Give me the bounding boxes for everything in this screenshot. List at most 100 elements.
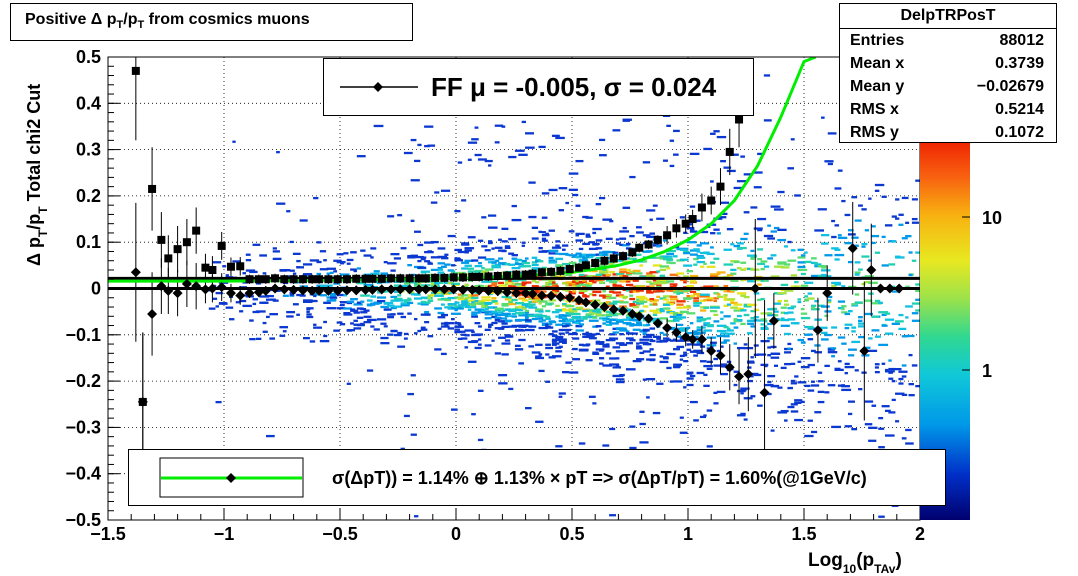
heatmap-cell bbox=[225, 274, 229, 277]
heatmap-cell bbox=[578, 343, 585, 347]
heatmap-cell bbox=[673, 348, 681, 351]
heatmap-cell bbox=[652, 303, 658, 306]
heatmap-cell bbox=[565, 281, 575, 284]
heatmap-cell bbox=[784, 351, 792, 354]
diamond-marker bbox=[297, 285, 308, 296]
heatmap-cell bbox=[720, 365, 729, 368]
heatmap-cell bbox=[706, 409, 713, 412]
heatmap-cell bbox=[313, 196, 319, 200]
heatmap-cell bbox=[615, 294, 624, 297]
heatmap-cell bbox=[619, 327, 627, 330]
heatmap-cell bbox=[336, 253, 344, 256]
heatmap-cell bbox=[622, 350, 630, 353]
heatmap-cell bbox=[504, 320, 512, 323]
heatmap-cell bbox=[666, 338, 671, 341]
heatmap-cell bbox=[699, 299, 706, 302]
heatmap-cell bbox=[814, 229, 824, 232]
heatmap-cell bbox=[592, 299, 601, 302]
square-marker bbox=[697, 203, 706, 212]
heatmap-cell bbox=[619, 329, 628, 332]
heatmap-cell bbox=[289, 240, 294, 244]
diamond-marker bbox=[822, 288, 833, 299]
heatmap-cell bbox=[696, 256, 706, 259]
heatmap-cell bbox=[821, 116, 825, 119]
heatmap-cell bbox=[393, 297, 403, 301]
y-tick-label: −0.3 bbox=[65, 417, 101, 437]
heatmap-cell bbox=[723, 284, 729, 288]
heatmap-cell bbox=[689, 274, 699, 278]
heatmap-cell bbox=[726, 332, 735, 335]
heatmap-cell bbox=[609, 220, 614, 223]
heatmap-cell bbox=[582, 309, 588, 313]
heatmap-cell bbox=[905, 234, 912, 238]
heatmap-cell bbox=[535, 298, 541, 301]
heatmap-cell bbox=[508, 296, 512, 299]
heatmap-cell bbox=[440, 312, 445, 315]
heatmap-cell bbox=[696, 250, 701, 253]
heatmap-cell bbox=[706, 317, 712, 320]
heatmap-cell bbox=[582, 335, 587, 338]
heatmap-cell bbox=[551, 291, 559, 294]
heatmap-cell bbox=[784, 312, 789, 315]
heatmap-cell bbox=[454, 257, 461, 260]
heatmap-cell bbox=[831, 219, 836, 223]
heatmap-cell bbox=[622, 274, 629, 278]
heatmap-cell bbox=[625, 273, 632, 276]
heatmap-cell bbox=[689, 281, 698, 284]
heatmap-cell bbox=[336, 293, 347, 297]
stats-box: DelpTRPosT Entries 88012 Mean x 0.3739 Mea… bbox=[839, 3, 1057, 143]
heatmap-cell bbox=[245, 259, 252, 262]
heatmap-cell bbox=[817, 400, 825, 404]
heatmap-cell bbox=[676, 303, 684, 306]
heatmap-cell bbox=[558, 275, 564, 278]
heatmap-cell bbox=[827, 132, 837, 135]
heatmap-cell bbox=[555, 136, 565, 140]
heatmap-cell bbox=[380, 305, 390, 309]
heatmap-cell bbox=[299, 294, 306, 297]
heatmap-cell bbox=[898, 223, 904, 226]
heatmap-cell bbox=[632, 305, 640, 309]
heatmap-cell bbox=[784, 263, 791, 266]
heatmap-cell bbox=[636, 347, 643, 350]
heatmap-cell bbox=[286, 315, 294, 318]
heatmap-cell bbox=[763, 364, 768, 368]
heatmap-cell bbox=[319, 250, 327, 253]
heatmap-cell bbox=[888, 371, 893, 374]
heatmap-cell bbox=[292, 252, 301, 256]
heatmap-cell bbox=[319, 339, 330, 343]
heatmap-cell bbox=[901, 393, 908, 397]
square-marker bbox=[245, 275, 254, 284]
heatmap-cell bbox=[649, 285, 655, 288]
heatmap-cell bbox=[831, 281, 841, 285]
heatmap-cell bbox=[636, 226, 642, 229]
heatmap-cell bbox=[878, 301, 883, 304]
heatmap-cell bbox=[686, 343, 695, 346]
heatmap-cell bbox=[770, 205, 781, 208]
heatmap-cell bbox=[313, 326, 323, 329]
diamond-marker bbox=[147, 308, 158, 319]
heatmap-cell bbox=[407, 254, 413, 258]
heatmap-cell bbox=[363, 254, 372, 257]
heatmap-cell bbox=[377, 296, 387, 299]
heatmap-cell bbox=[827, 300, 832, 304]
heatmap-cell bbox=[676, 306, 683, 309]
heatmap-cell bbox=[676, 272, 685, 275]
heatmap-cell bbox=[467, 299, 476, 302]
diamond-marker bbox=[750, 283, 761, 294]
heatmap-cell bbox=[504, 262, 511, 266]
heatmap-cell bbox=[568, 261, 577, 265]
heatmap-cell bbox=[302, 273, 313, 276]
heatmap-cell bbox=[474, 270, 482, 273]
diamond-marker bbox=[608, 304, 619, 315]
heatmap-cell bbox=[427, 261, 432, 264]
y-axis-title-sub2: T bbox=[36, 206, 50, 214]
heatmap-cell bbox=[565, 311, 574, 315]
heatmap-cell bbox=[508, 300, 513, 304]
heatmap-cell bbox=[760, 260, 768, 263]
heatmap-cell bbox=[491, 312, 499, 315]
heatmap-cell bbox=[222, 302, 228, 305]
heatmap-cell bbox=[518, 305, 525, 308]
heatmap-cell bbox=[841, 388, 852, 392]
heatmap-cell bbox=[333, 292, 338, 296]
heatmap-cell bbox=[488, 292, 493, 296]
